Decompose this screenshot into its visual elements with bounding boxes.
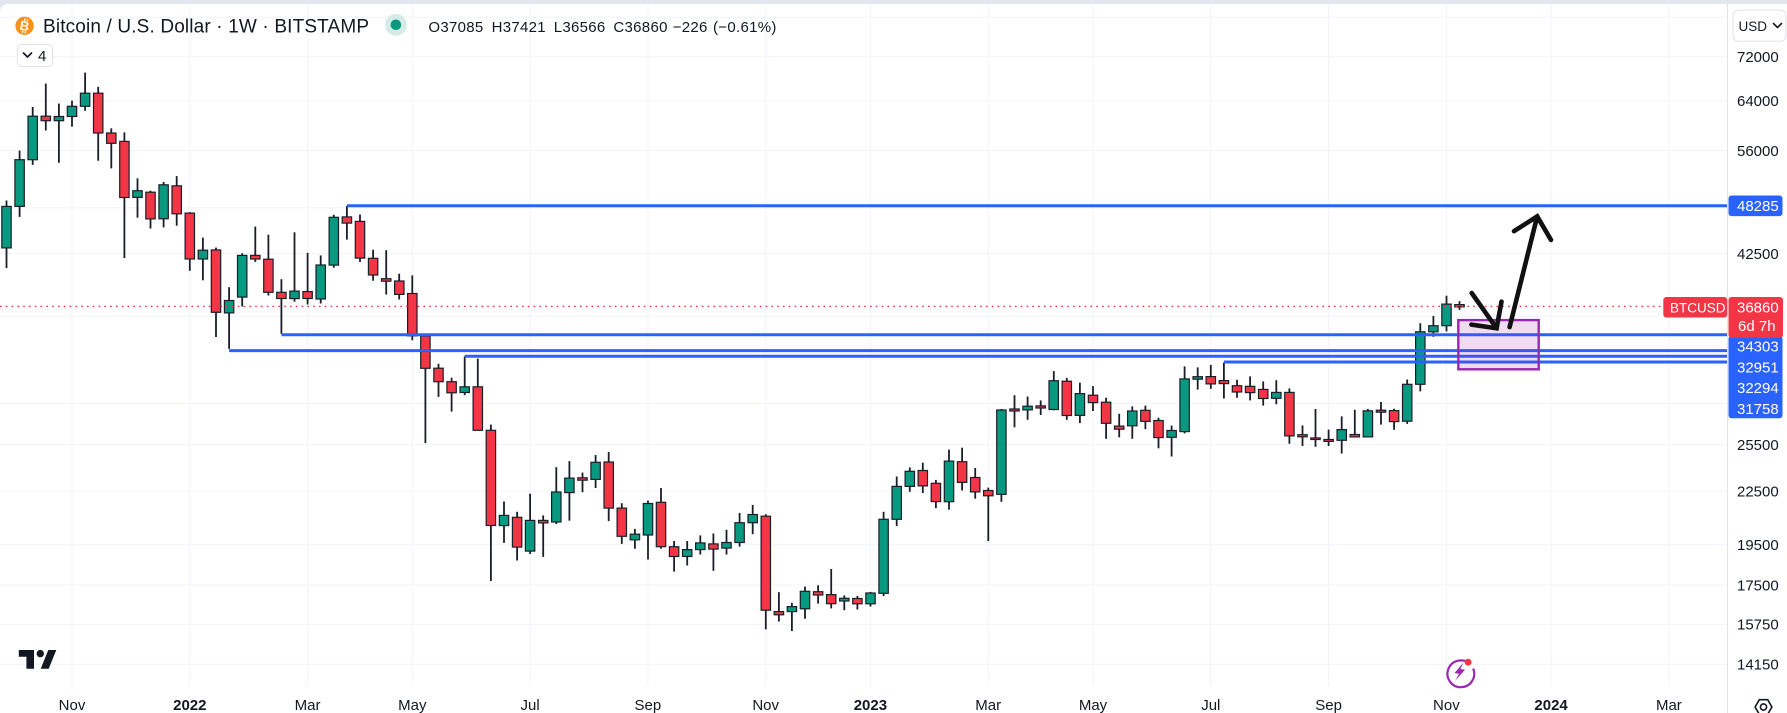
svg-text:BTCUSD: BTCUSD xyxy=(1670,300,1726,315)
svg-text:May: May xyxy=(398,697,427,713)
svg-text:May: May xyxy=(1079,697,1108,713)
svg-text:42500: 42500 xyxy=(1737,246,1779,263)
svg-text:Sep: Sep xyxy=(1315,697,1342,713)
svg-text:B: B xyxy=(19,18,31,34)
svg-text:Jul: Jul xyxy=(1201,697,1220,713)
svg-text:25500: 25500 xyxy=(1737,437,1779,454)
svg-text:Nov: Nov xyxy=(752,697,779,713)
svg-text:15750: 15750 xyxy=(1737,617,1779,634)
svg-text:2024: 2024 xyxy=(1534,697,1568,713)
svg-text:Nov: Nov xyxy=(59,697,86,713)
svg-text:32951: 32951 xyxy=(1737,359,1779,376)
svg-text:19500: 19500 xyxy=(1737,537,1779,554)
svg-text:−226: −226 xyxy=(673,19,708,36)
svg-text:Bitcoin / U.S. Dollar · 1W · B: Bitcoin / U.S. Dollar · 1W · BITSTAMP xyxy=(43,17,369,38)
svg-text:48285: 48285 xyxy=(1737,198,1779,215)
svg-text:4: 4 xyxy=(38,48,46,65)
svg-text:Sep: Sep xyxy=(635,697,662,713)
svg-text:Mar: Mar xyxy=(295,697,321,713)
svg-text:34303: 34303 xyxy=(1737,339,1779,356)
svg-text:Nov: Nov xyxy=(1433,697,1460,713)
svg-text:L36566: L36566 xyxy=(554,19,606,36)
svg-text:56000: 56000 xyxy=(1737,143,1779,160)
svg-text:6d 7h: 6d 7h xyxy=(1738,318,1776,335)
svg-text:C36860: C36860 xyxy=(613,19,667,36)
svg-text:2022: 2022 xyxy=(173,697,206,713)
svg-text:(−0.61%): (−0.61%) xyxy=(713,19,777,36)
svg-text:2023: 2023 xyxy=(854,697,887,713)
svg-text:17500: 17500 xyxy=(1737,577,1779,594)
svg-text:O37085: O37085 xyxy=(428,19,483,36)
svg-text:32294: 32294 xyxy=(1737,380,1779,397)
svg-text:22500: 22500 xyxy=(1737,484,1779,501)
svg-text:Mar: Mar xyxy=(975,697,1001,713)
svg-text:H37421: H37421 xyxy=(492,19,546,36)
svg-text:Jul: Jul xyxy=(521,697,540,713)
svg-text:64000: 64000 xyxy=(1737,93,1779,110)
svg-text:14150: 14150 xyxy=(1737,657,1779,674)
svg-text:72000: 72000 xyxy=(1737,49,1779,66)
svg-text:Mar: Mar xyxy=(1656,697,1682,713)
svg-text:USD: USD xyxy=(1739,19,1768,34)
svg-text:36860: 36860 xyxy=(1737,300,1779,317)
svg-text:31758: 31758 xyxy=(1737,401,1779,418)
